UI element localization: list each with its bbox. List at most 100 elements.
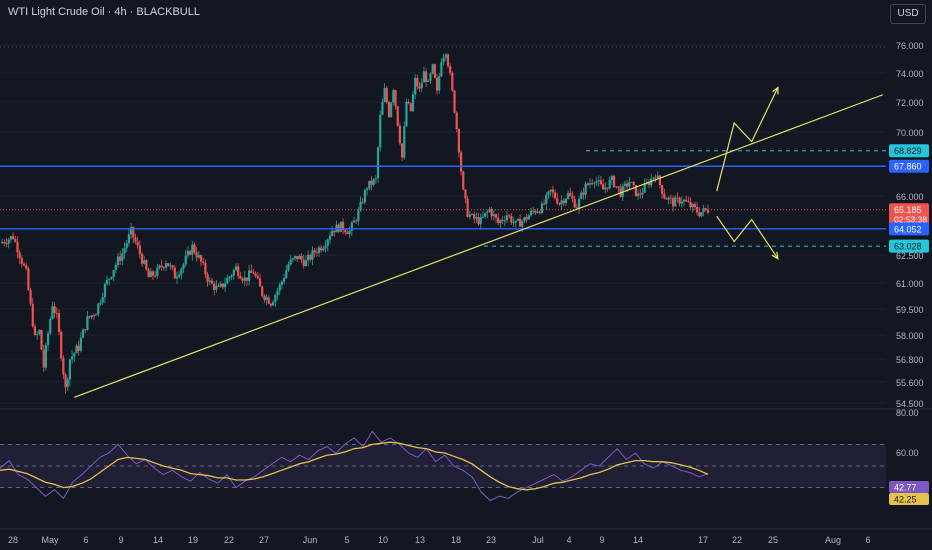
candle (427, 79, 430, 83)
candle (36, 331, 39, 341)
candle-body (562, 200, 565, 204)
candle (435, 73, 439, 95)
candle-body (608, 180, 611, 189)
candle-body (363, 190, 367, 203)
candle (549, 189, 552, 197)
candle-body (615, 186, 618, 188)
candle (289, 255, 292, 266)
candle (671, 195, 675, 212)
candle-body (173, 267, 176, 279)
candle-body (184, 255, 187, 265)
candle (595, 176, 598, 186)
candle-body (101, 297, 104, 303)
candle (617, 186, 620, 193)
candle-body (95, 314, 98, 316)
candle-body (149, 271, 152, 278)
candle-body (433, 64, 436, 78)
candle (543, 199, 546, 206)
candle (254, 271, 257, 279)
candle (573, 195, 576, 209)
candle-body (226, 278, 229, 284)
candle (18, 249, 21, 265)
candle (250, 264, 253, 274)
candle-body (304, 260, 308, 267)
candle (628, 176, 631, 190)
candle (213, 281, 216, 296)
candle-body (514, 220, 517, 223)
candle-body (374, 178, 377, 180)
candle (416, 74, 419, 90)
candle (169, 262, 172, 270)
candle-body (366, 188, 369, 191)
x-tick-label: 22 (732, 535, 742, 545)
candle-body (282, 278, 286, 282)
candle-body (315, 252, 318, 254)
candle-body (121, 253, 124, 261)
candle (479, 213, 482, 230)
candle-body (547, 191, 550, 195)
candle (234, 263, 238, 271)
candle-body (12, 236, 15, 239)
candle (453, 89, 456, 114)
candle (466, 195, 469, 218)
candle (464, 189, 467, 204)
candle (352, 216, 356, 223)
candle-body (134, 237, 137, 242)
candle (171, 264, 174, 271)
candle-body (302, 259, 305, 267)
candle-body (267, 297, 270, 304)
currency-button[interactable]: USD (890, 4, 926, 24)
candle-body (189, 250, 192, 255)
x-tick-label: 9 (118, 535, 123, 545)
candle-body (385, 88, 388, 103)
candle-body (503, 220, 506, 222)
candle-body (348, 230, 351, 234)
candle-body (20, 257, 23, 264)
candle (512, 216, 515, 227)
candle (470, 213, 474, 216)
candle (680, 196, 683, 208)
candle (606, 187, 609, 192)
candle-body (171, 265, 174, 268)
candle-body (691, 204, 694, 208)
candle (309, 253, 312, 263)
candle-body (68, 359, 72, 380)
candle-body (97, 303, 100, 315)
candle-body (92, 315, 96, 316)
time-axis[interactable]: 28 May 6 9 14 19 22 27 Jun 5 10 13 18 23 Jul 4 9 14 17 22 25… (0, 528, 932, 545)
candle-body (599, 180, 603, 185)
candle (392, 88, 395, 106)
candle (267, 295, 270, 305)
candle-body (490, 208, 493, 217)
candle-body (604, 187, 607, 190)
candle (154, 270, 157, 278)
candle (355, 218, 358, 224)
candle-body (291, 258, 294, 260)
candle-body (674, 197, 677, 207)
price-axis[interactable]: 76.000 74.000 72.000 70.000 66.000 62.500 61.0… (896, 41, 924, 458)
candle-body (669, 197, 672, 199)
candle (180, 267, 183, 280)
y-tick-label: 70.000 (896, 128, 924, 138)
candle (425, 68, 428, 87)
candle (390, 101, 393, 118)
y-tick-label: 62.500 (896, 251, 924, 261)
candle (195, 247, 198, 262)
candle (580, 190, 583, 200)
candle (499, 219, 502, 228)
candle (335, 220, 338, 233)
x-tick-label: 9 (599, 535, 604, 545)
candle (562, 198, 565, 207)
candle (1, 238, 4, 244)
candle (394, 89, 397, 110)
candle (296, 256, 299, 263)
candle-body (317, 247, 321, 254)
candle-body (344, 230, 347, 233)
candle (433, 63, 436, 79)
candle (88, 315, 91, 319)
candle-body (44, 344, 47, 368)
candle (81, 328, 85, 338)
x-tick-label: 4 (566, 535, 571, 545)
candle-body (695, 207, 699, 213)
